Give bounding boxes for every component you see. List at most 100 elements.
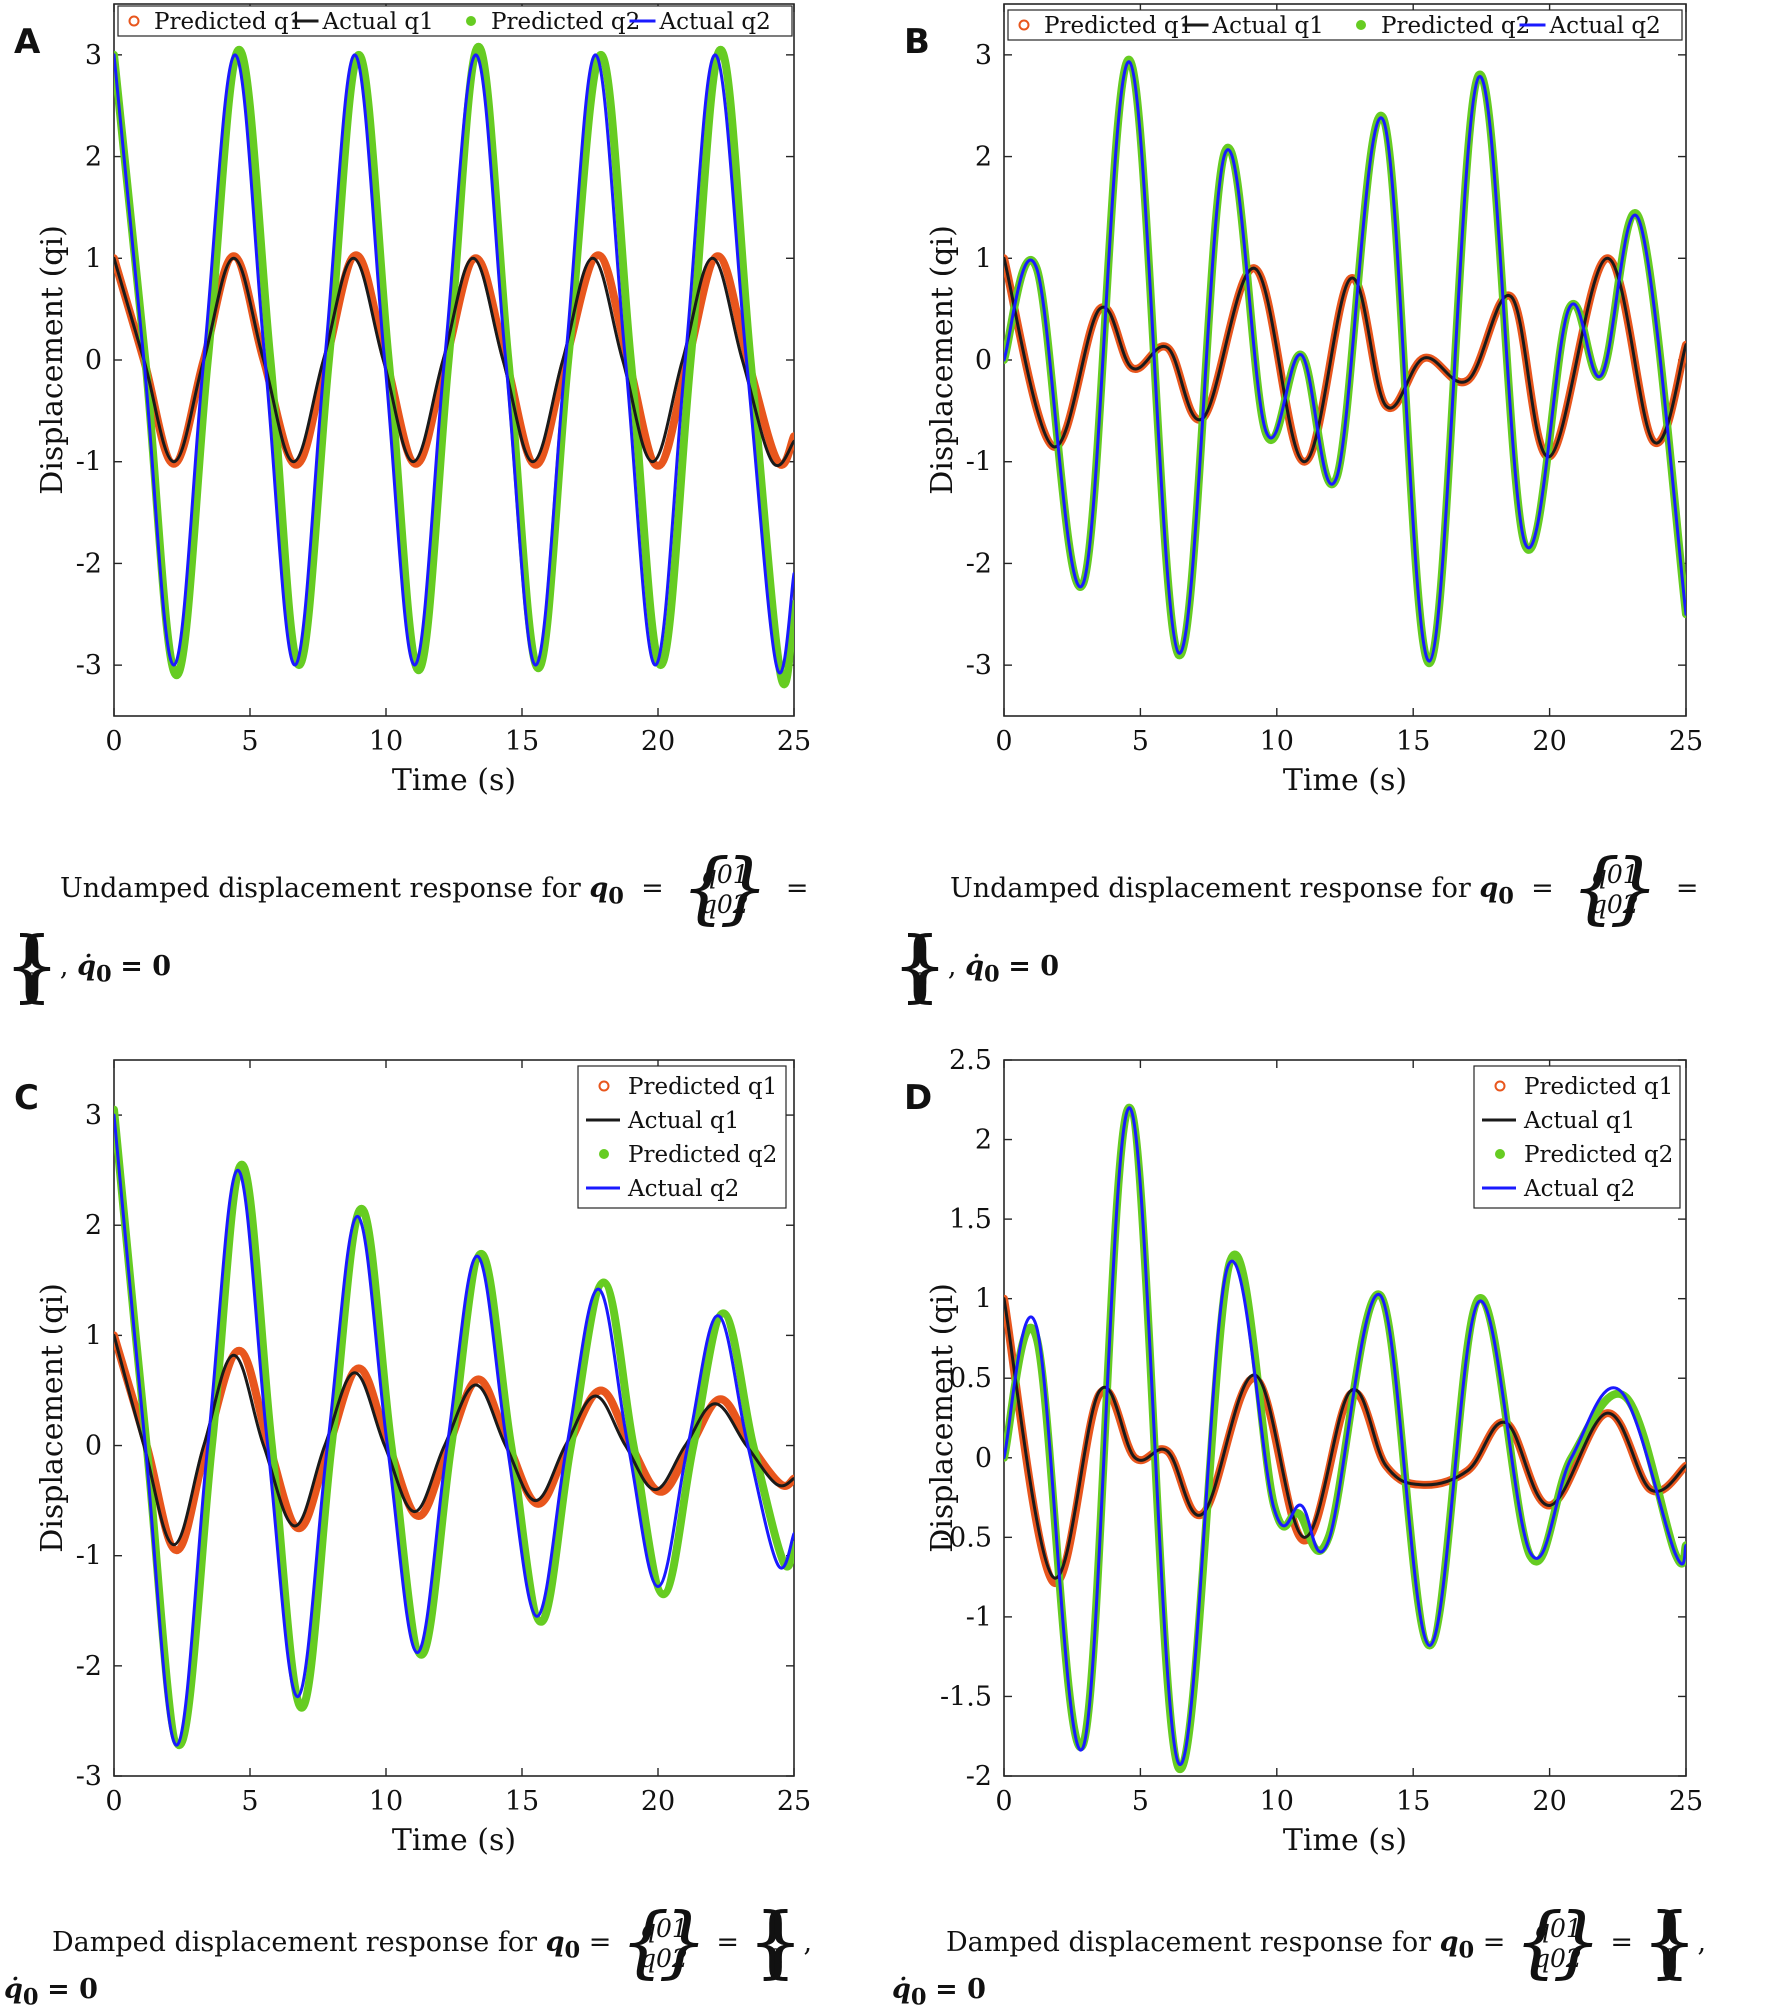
chart-d-ytick-label: 0 <box>975 1443 992 1474</box>
chart-c-xtick-label: 0 <box>105 1786 122 1817</box>
chart-a-legend: Predicted q1 Actual q1 Predicted q2 Actual … <box>117 5 793 37</box>
chart-c-xlabel: Time (s) <box>392 1823 516 1858</box>
caption-c-vector-values: 13 <box>748 1914 804 1973</box>
chart-c-ytick-label: 0 <box>85 1431 102 1462</box>
chart-b-ytick-label: 1 <box>975 243 992 274</box>
chart-d-legend-label: Actual q1 <box>1523 1108 1635 1134</box>
caption-a-text: Undamped displacement response for <box>60 873 581 904</box>
chart-d-ylabel: Displacement (qi) <box>925 1283 960 1553</box>
chart-c-frame <box>113 1059 795 1777</box>
chart-d-legend-marker <box>1495 1149 1505 1159</box>
chart-b-legend-marker <box>1018 19 1030 31</box>
caption-c-text: Damped displacement response for <box>52 1927 538 1958</box>
chart-c-ytick-label: 3 <box>85 1100 102 1131</box>
chart-a-ytick-label: -2 <box>76 548 102 579</box>
chart-d-ytick-label: 0.5 <box>949 1363 992 1394</box>
chart-d-ytick-label: 1 <box>975 1284 992 1315</box>
chart-b-xtick-label: 5 <box>1132 726 1149 757</box>
caption-d-vector-values: 10 <box>1642 1914 1698 1973</box>
chart-a-xtick-label: 20 <box>641 726 675 757</box>
caption-a-eq-zero: = 0 <box>120 951 172 982</box>
chart-c-ytick-label: -1 <box>76 1541 102 1572</box>
chart-b-legend-label: Predicted q2 <box>1381 13 1530 39</box>
chart-b-ytick-label: 0 <box>975 345 992 376</box>
chart-d-xtick-label: 5 <box>1132 1786 1149 1817</box>
chart-d-legend-box <box>1473 1065 1681 1209</box>
chart-a-ytick-label: -1 <box>76 447 102 478</box>
chart-b-ytick-label: -2 <box>966 548 992 579</box>
chart-a-ylabel: Displacement (qi) <box>35 225 70 495</box>
caption-a-q0-sub: 0 <box>608 883 624 910</box>
chart-a-series-predicted-q2 <box>114 42 794 689</box>
chart-c-ytick-label: -3 <box>76 1761 102 1792</box>
chart-a-ytick-label: 2 <box>85 142 102 173</box>
chart-d-legend-label: Predicted q1 <box>1524 1074 1673 1100</box>
chart-c-xtick-label: 5 <box>241 1786 258 1817</box>
chart-b-xtick-label: 25 <box>1669 726 1703 757</box>
chart-c-legend-label: Actual q2 <box>627 1176 739 1202</box>
chart-b-ylabel: Displacement (qi) <box>925 225 960 495</box>
chart-b-xtick-label: 0 <box>995 726 1012 757</box>
chart-c-xtick-label: 10 <box>369 1786 403 1817</box>
chart-b-legend-label: Actual q1 <box>1212 13 1324 39</box>
chart-d-ytick-label: 2.5 <box>949 1045 992 1076</box>
chart-b-series-group <box>1004 55 1686 668</box>
chart-b-xtick-label: 10 <box>1260 726 1294 757</box>
chart-b-ytick-label: -3 <box>966 650 992 681</box>
chart-b-legend: Predicted q1 Actual q1 Predicted q2 Actual … <box>1007 9 1683 41</box>
chart-a-xtick-label: 0 <box>105 726 122 757</box>
chart-d-xtick-label: 10 <box>1260 1786 1294 1817</box>
chart-d-legend: Predicted q1 Actual q1 Predicted q2 Actual … <box>1473 1065 1681 1209</box>
chart-d-ytick-label: 2 <box>975 1125 992 1156</box>
chart-a-series-group <box>114 42 794 689</box>
chart-a-xtick-label: 5 <box>241 726 258 757</box>
chart-c-ylabel: Displacement (qi) <box>35 1283 70 1553</box>
caption-d-vec-sym-1: q01 <box>1533 1914 1582 1943</box>
caption-d-vec-val-2: 0 <box>1661 1943 1678 1973</box>
caption-d-qdot-sub: 0 <box>910 1984 927 2011</box>
chart-d-legend-marker <box>1494 1080 1506 1092</box>
chart-b-legend-box <box>1007 9 1683 41</box>
caption-d-q0: q <box>1439 1927 1459 1958</box>
caption-b-q0: q <box>1479 873 1499 904</box>
chart-c-ytick-label: 2 <box>85 1210 102 1241</box>
chart-b-xtick-label: 20 <box>1532 726 1566 757</box>
chart-b-legend-label: Actual q2 <box>1549 13 1661 39</box>
caption-b-qdot: q̇ <box>965 951 984 982</box>
caption-a-q0: q <box>589 873 609 904</box>
chart-b-xlabel: Time (s) <box>1283 763 1407 798</box>
panel-label-a: A <box>14 22 41 62</box>
caption-c-qdot-sub: 0 <box>22 1984 39 2011</box>
chart-d-xlabel: Time (s) <box>1283 1823 1407 1858</box>
panel-label-b: B <box>904 22 930 62</box>
chart-d-legend-label: Predicted q2 <box>1524 1142 1673 1168</box>
caption-d-vec-sym-2: q02 <box>1533 1943 1582 1973</box>
chart-d-ytick-label: 1.5 <box>949 1204 992 1235</box>
chart-a-ytick-label: 1 <box>85 243 102 274</box>
chart-d-xtick-label: 0 <box>995 1786 1012 1817</box>
caption-d-text: Damped displacement response for <box>946 1927 1432 1958</box>
chart-c-xtick-label: 20 <box>641 1786 675 1817</box>
chart-b-ytick-label: -1 <box>966 447 992 478</box>
chart-b-series-actual-q1 <box>1004 256 1686 464</box>
chart-a-legend-label: Actual q1 <box>322 9 434 35</box>
chart-a-series-actual-q1 <box>114 256 794 467</box>
caption-b-eq-zero: = 0 <box>1008 951 1060 982</box>
caption-c-eq-zero: = 0 <box>47 1974 98 2005</box>
panel-label-d: D <box>904 1078 933 1118</box>
chart-c-legend-box <box>577 1065 787 1209</box>
caption-b-qdot-sub: 0 <box>983 961 1000 988</box>
caption-a-qdot: q̇ <box>77 951 96 982</box>
caption-b-q0-sub: 0 <box>1498 883 1514 910</box>
chart-d-frame <box>1003 1059 1687 1777</box>
chart-a-ytick-label: -3 <box>76 650 102 681</box>
caption-a-vector-values: 13 <box>4 938 60 997</box>
caption-d-qdot: q̇ <box>892 1974 911 2005</box>
